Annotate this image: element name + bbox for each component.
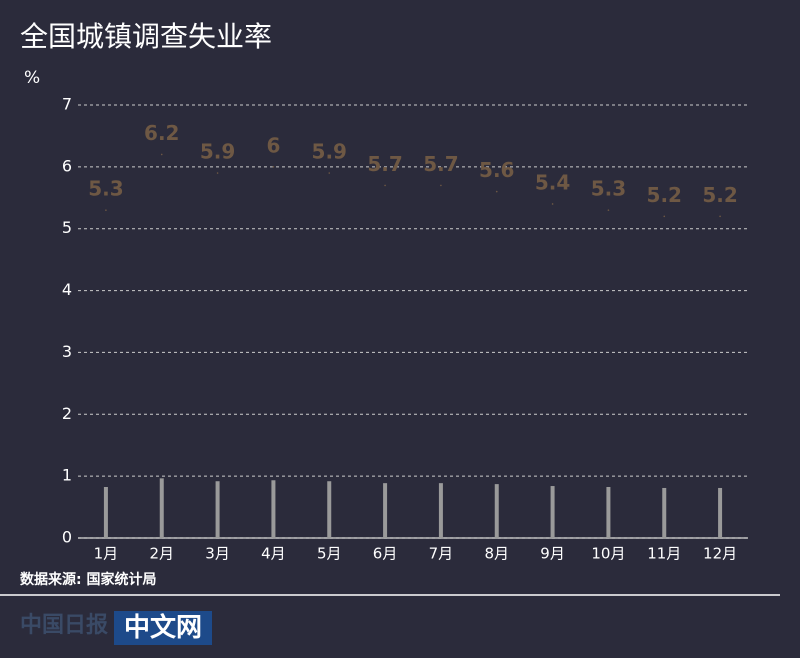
logo-box bbox=[114, 611, 212, 645]
x-tick-label: 6月 bbox=[373, 545, 398, 563]
dot bbox=[607, 209, 610, 211]
dot bbox=[105, 209, 107, 211]
data-label: 5.9 bbox=[200, 140, 235, 164]
y-axis-label: % bbox=[24, 68, 40, 88]
dot bbox=[663, 215, 666, 218]
y-tick-label: 4 bbox=[62, 280, 72, 299]
y-tick-label: 3 bbox=[62, 342, 72, 361]
data-label: 5.6 bbox=[479, 158, 514, 182]
y-tick-label: 0 bbox=[62, 528, 72, 547]
y-tick-label: 6 bbox=[62, 156, 72, 175]
data-label: 5.2 bbox=[647, 183, 682, 207]
bar bbox=[662, 487, 667, 538]
dot bbox=[328, 172, 331, 174]
bar bbox=[494, 484, 499, 538]
chart-title: 全国城镇调查失业率 bbox=[20, 20, 272, 53]
bar bbox=[606, 487, 611, 538]
bar bbox=[550, 486, 555, 538]
x-tick-label: 10月 bbox=[591, 545, 625, 563]
dot bbox=[551, 203, 554, 205]
dot bbox=[272, 166, 275, 168]
bar bbox=[718, 487, 723, 538]
data-label: 6.2 bbox=[144, 121, 179, 145]
data-label: 5.4 bbox=[535, 170, 570, 194]
bar bbox=[215, 481, 220, 538]
data-label: 5.7 bbox=[367, 152, 402, 176]
dot bbox=[384, 184, 386, 187]
x-tick-label: 8月 bbox=[484, 545, 509, 563]
x-tick-label: 5月 bbox=[317, 545, 342, 563]
bar bbox=[159, 478, 164, 538]
x-tick-label: 4月 bbox=[261, 545, 286, 563]
dot bbox=[719, 215, 721, 218]
bar bbox=[271, 480, 276, 538]
bar bbox=[327, 481, 332, 538]
x-tick-label: 2月 bbox=[149, 545, 174, 563]
x-tick-label: 9月 bbox=[540, 545, 565, 563]
y-tick-label: 7 bbox=[62, 95, 72, 114]
data-label: 5.3 bbox=[88, 177, 123, 201]
data-label: 5.2 bbox=[702, 183, 737, 207]
y-tick-label: 2 bbox=[62, 404, 72, 423]
data-label: 5.3 bbox=[591, 177, 626, 201]
bar bbox=[103, 487, 108, 538]
logo-text: 中文网 bbox=[124, 612, 202, 643]
data-label: 5.9 bbox=[312, 140, 347, 164]
data-label: 5.7 bbox=[423, 152, 458, 176]
bar bbox=[383, 483, 388, 538]
x-tick-label: 12月 bbox=[703, 545, 737, 563]
x-tick-label: 7月 bbox=[429, 545, 454, 563]
data-label: 6 bbox=[266, 133, 280, 157]
dot bbox=[216, 172, 219, 174]
bar bbox=[438, 483, 443, 538]
x-tick-label: 1月 bbox=[94, 545, 119, 563]
logo-mark: 中国日报 bbox=[20, 613, 108, 638]
x-tick-label: 11月 bbox=[647, 545, 681, 563]
source: 数据来源: 国家统计局 bbox=[20, 571, 156, 588]
dot bbox=[160, 153, 163, 156]
dot bbox=[495, 190, 498, 193]
y-tick-label: 1 bbox=[62, 466, 72, 485]
y-tick-label: 5 bbox=[62, 218, 72, 237]
dot bbox=[440, 184, 442, 187]
x-tick-label: 3月 bbox=[205, 545, 230, 563]
